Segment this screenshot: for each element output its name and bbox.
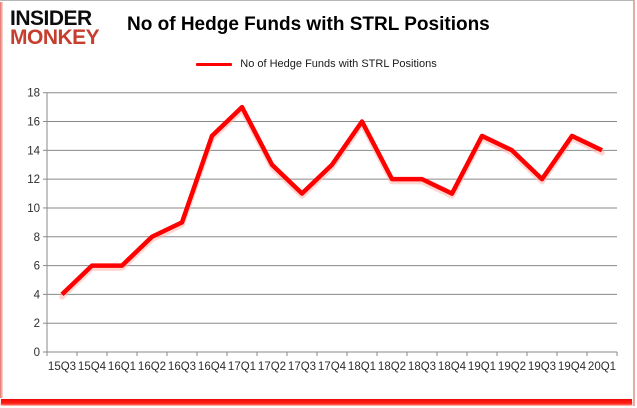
series-line bbox=[60, 104, 603, 297]
bottom-accent-border bbox=[1, 399, 632, 405]
x-tick-label: 18Q3 bbox=[408, 361, 436, 373]
insider-monkey-logo: INSIDER MONKEY bbox=[10, 6, 100, 50]
y-tick-label: 14 bbox=[27, 145, 40, 157]
x-tick-label: 19Q3 bbox=[528, 361, 556, 373]
x-tick-label: 18Q2 bbox=[378, 361, 406, 373]
y-tick-label: 16 bbox=[27, 117, 40, 129]
x-tick-label: 17Q1 bbox=[228, 361, 256, 373]
x-tick-label: 16Q1 bbox=[108, 361, 136, 373]
logo-line-insider: INSIDER bbox=[10, 6, 92, 31]
x-tick-label: 20Q1 bbox=[588, 361, 616, 373]
legend: No of Hedge Funds with STRL Positions bbox=[0, 57, 633, 71]
y-tick-label: 6 bbox=[34, 261, 40, 273]
gridlines bbox=[43, 92, 617, 353]
chart-area: 0 2 4 6 8 10 12 14 16 18 15Q3 15Q4 16Q1 16Q2 16Q3 16Q4 1… bbox=[0, 79, 633, 399]
chart-title: No of Hedge Funds with STRL Positions bbox=[127, 14, 490, 35]
x-tick-label: 18Q4 bbox=[438, 361, 467, 373]
x-tick-label: 15Q4 bbox=[78, 361, 107, 373]
x-tick-label: 19Q1 bbox=[468, 361, 496, 373]
x-tick-label: 18Q1 bbox=[348, 361, 376, 373]
series-line-shadow bbox=[59, 106, 605, 300]
legend-label: No of Hedge Funds with STRL Positions bbox=[240, 58, 437, 70]
logo-line-monkey: MONKEY bbox=[10, 26, 100, 50]
y-tick-label: 8 bbox=[34, 232, 40, 244]
y-tick-label: 2 bbox=[34, 318, 40, 330]
x-tick-label: 17Q4 bbox=[318, 361, 347, 373]
x-tick-label: 15Q3 bbox=[48, 361, 76, 373]
y-tick-label: 18 bbox=[27, 88, 40, 100]
y-tick-label: 0 bbox=[34, 347, 40, 359]
x-tick-label: 16Q4 bbox=[198, 361, 227, 373]
x-tick-label: 16Q2 bbox=[138, 361, 166, 373]
x-tick-label: 17Q2 bbox=[258, 361, 286, 373]
legend-line-swatch bbox=[196, 62, 233, 66]
y-axis-labels: 0 2 4 6 8 10 12 14 16 18 bbox=[27, 88, 40, 359]
x-tick-label: 16Q3 bbox=[168, 361, 196, 373]
x-axis-ticks bbox=[46, 352, 618, 356]
x-axis-labels: 15Q3 15Q4 16Q1 16Q2 16Q3 16Q4 17Q1 17Q2 17Q3 17Q4… bbox=[48, 361, 616, 373]
y-tick-label: 12 bbox=[27, 174, 40, 186]
x-tick-label: 19Q2 bbox=[498, 361, 526, 373]
y-tick-label: 10 bbox=[27, 203, 40, 215]
x-tick-label: 17Q3 bbox=[288, 361, 316, 373]
y-tick-label: 4 bbox=[34, 289, 41, 301]
left-accent-border bbox=[0, 2, 3, 398]
x-tick-label: 19Q4 bbox=[558, 361, 587, 373]
